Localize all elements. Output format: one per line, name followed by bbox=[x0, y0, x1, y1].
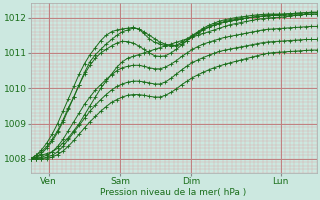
X-axis label: Pression niveau de la mer( hPa ): Pression niveau de la mer( hPa ) bbox=[100, 188, 247, 197]
